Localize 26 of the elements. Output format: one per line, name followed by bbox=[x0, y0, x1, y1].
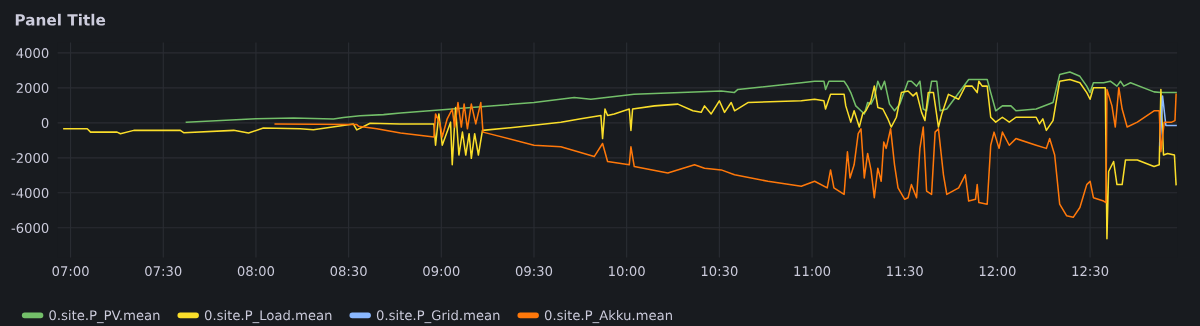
y-tick-label: 2000 bbox=[16, 83, 49, 94]
x-tick-label: 12:00 bbox=[979, 266, 1016, 277]
x-tick-label: 08:00 bbox=[237, 266, 275, 277]
y-tick-label: 4000 bbox=[16, 48, 49, 59]
y-tick-label: 0 bbox=[41, 118, 49, 129]
x-tick-label: 11:00 bbox=[794, 266, 831, 277]
x-tick-label: 08:30 bbox=[330, 266, 367, 277]
y-tick-label: -2000 bbox=[11, 153, 49, 164]
x-tick-label: 07:00 bbox=[52, 266, 89, 277]
legend-label: 0.site.P_PV.mean bbox=[49, 309, 160, 324]
y-tick-label: -6000 bbox=[11, 223, 49, 233]
x-tick-label: 11:30 bbox=[887, 266, 923, 277]
chart-title: Panel Title bbox=[15, 13, 106, 26]
x-tick-label: 07:30 bbox=[145, 266, 182, 277]
x-tick-label: 12:30 bbox=[1072, 266, 1109, 277]
legend-label: 0.site.P_Grid.mean bbox=[376, 309, 500, 324]
x-tick-label: 10:30 bbox=[701, 266, 738, 277]
legend-label: 0.site.P_Akku.mean bbox=[544, 309, 672, 324]
x-tick-label: 09:30 bbox=[515, 266, 553, 277]
x-tick-label: 09:00 bbox=[423, 266, 460, 277]
legend-label: 0.site.P_Load.mean bbox=[204, 309, 332, 324]
x-tick-label: 10:00 bbox=[609, 266, 645, 277]
line-series bbox=[63, 78, 1177, 240]
line-series bbox=[185, 71, 1177, 124]
line-series bbox=[274, 86, 1177, 219]
y-tick-label: -4000 bbox=[11, 188, 49, 199]
